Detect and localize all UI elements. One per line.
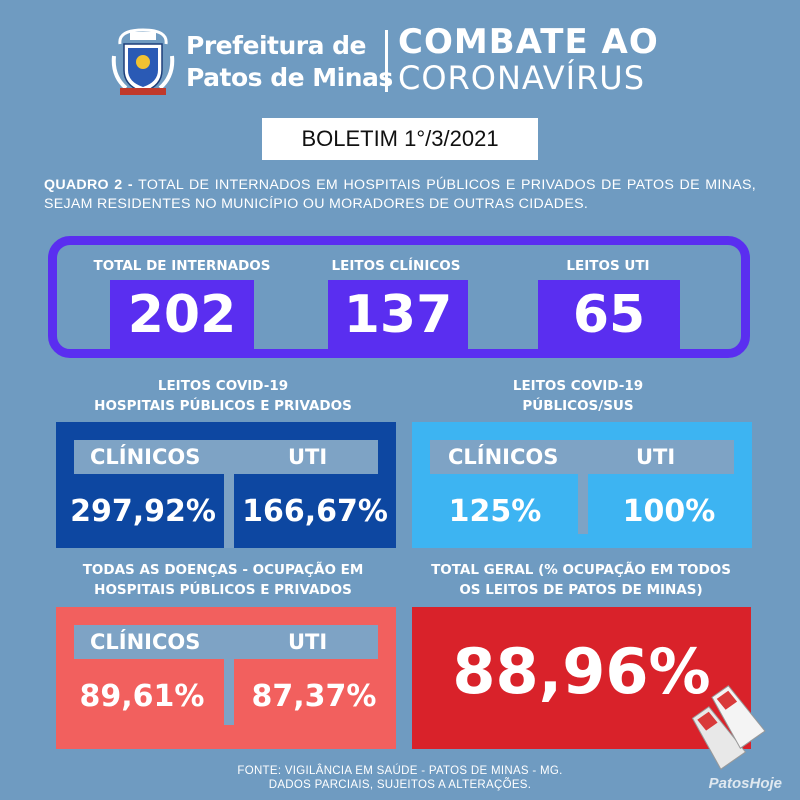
combate-title: COMBATE AO bbox=[398, 22, 659, 62]
covid-priv-header-bar bbox=[74, 440, 378, 474]
quadro-text: TOTAL DE INTERNADOS EM HOSPITAIS PÚBLICO… bbox=[44, 177, 756, 212]
covid-priv-divider bbox=[224, 474, 234, 548]
header-divider bbox=[385, 30, 388, 92]
city-name-line2: Patos de Minas bbox=[186, 63, 393, 92]
todas-uti-value: 87,37% bbox=[251, 679, 377, 714]
source-line1: FONTE: VIGILÂNCIA EM SAÚDE - PATOS DE MI… bbox=[237, 765, 563, 777]
covid-sus-card: CLÍNICOS UTI 125% 100% bbox=[412, 422, 752, 548]
todas-divider bbox=[224, 659, 234, 725]
covid-priv-title-line2: HOSPITAIS PÚBLICOS E PRIVADOS bbox=[94, 398, 352, 414]
leitos-clinicos-label: LEITOS CLÍNICOS bbox=[331, 258, 461, 274]
covid-priv-uti-value: 166,67% bbox=[242, 494, 388, 529]
city-name-line1: Prefeitura de bbox=[186, 31, 367, 60]
leitos-clinicos-value: 137 bbox=[328, 280, 468, 350]
covid-priv-clinicos-value: 297,92% bbox=[70, 494, 216, 529]
covid-sus-clinicos-label: CLÍNICOS bbox=[448, 445, 559, 469]
covid-sus-title-line2: PÚBLICOS/SUS bbox=[522, 398, 634, 414]
source-note: FONTE: VIGILÂNCIA EM SAÚDE - PATOS DE MI… bbox=[150, 764, 650, 792]
covid-sus-title: LEITOS COVID-19 PÚBLICOS/SUS bbox=[412, 376, 744, 416]
covid-priv-title: LEITOS COVID-19 HOSPITAIS PÚBLICOS E PRI… bbox=[56, 376, 390, 416]
total-geral-value: 88,96% bbox=[452, 635, 711, 708]
covid-sus-uti-value: 100% bbox=[622, 494, 716, 529]
todas-title-line1: TODAS AS DOENÇAS - OCUPAÇÃO EM bbox=[82, 562, 364, 578]
swim-fins-icon bbox=[691, 685, 766, 770]
covid-sus-title-line1: LEITOS COVID-19 bbox=[512, 378, 644, 394]
total-geral-title-line2: OS LEITOS DE PATOS DE MINAS) bbox=[459, 582, 703, 598]
boletim-date: BOLETIM 1°/3/2021 bbox=[262, 118, 538, 160]
total-geral-card: 88,96% bbox=[412, 607, 751, 749]
covid-sus-divider bbox=[578, 474, 588, 534]
todas-uti-label: UTI bbox=[288, 630, 328, 654]
header: Prefeitura de Patos de Minas COMBATE AO … bbox=[100, 22, 700, 102]
city-crest-icon bbox=[111, 28, 175, 95]
todas-clinicos-value: 89,61% bbox=[79, 679, 205, 714]
todas-clinicos-label: CLÍNICOS bbox=[90, 630, 201, 654]
todas-title: TODAS AS DOENÇAS - OCUPAÇÃO EM HOSPITAIS… bbox=[56, 560, 390, 600]
total-internados-label: TOTAL DE INTERNADOS bbox=[93, 258, 271, 274]
covid-priv-card: CLÍNICOS UTI 297,92% 166,67% bbox=[56, 422, 396, 548]
leitos-uti-value: 65 bbox=[538, 280, 680, 350]
source-line2: DADOS PARCIAIS, SUJEITOS A ALTERAÇÕES. bbox=[268, 779, 532, 791]
covid-sus-clinicos-value: 125% bbox=[448, 494, 542, 529]
todas-title-line2: HOSPITAIS PÚBLICOS E PRIVADOS bbox=[94, 582, 352, 598]
total-geral-title-line1: TOTAL GERAL (% OCUPAÇÃO EM TODOS bbox=[431, 562, 731, 578]
todas-card: CLÍNICOS UTI 89,61% 87,37% bbox=[56, 607, 396, 749]
city-name: Prefeitura de Patos de Minas bbox=[186, 30, 393, 94]
watermark: PatosHoje bbox=[708, 775, 782, 792]
leitos-uti-label: LEITOS UTI bbox=[566, 258, 650, 274]
covid-sus-header-bar bbox=[430, 440, 734, 474]
todas-header-bar bbox=[74, 625, 378, 659]
summary-box bbox=[48, 236, 750, 358]
quadro-description: QUADRO 2 - TOTAL DE INTERNADOS EM HOSPIT… bbox=[44, 176, 756, 214]
covid-sus-uti-label: UTI bbox=[636, 445, 676, 469]
covid-priv-title-line1: LEITOS COVID-19 bbox=[157, 378, 289, 394]
total-geral-title: TOTAL GERAL (% OCUPAÇÃO EM TODOS OS LEIT… bbox=[412, 560, 750, 600]
total-internados-value: 202 bbox=[110, 280, 254, 350]
quadro-prefix: QUADRO 2 - bbox=[44, 177, 133, 193]
covid-priv-clinicos-label: CLÍNICOS bbox=[90, 445, 201, 469]
covid-priv-uti-label: UTI bbox=[288, 445, 328, 469]
coronavirus-title: CORONAVÍRUS bbox=[398, 59, 646, 97]
